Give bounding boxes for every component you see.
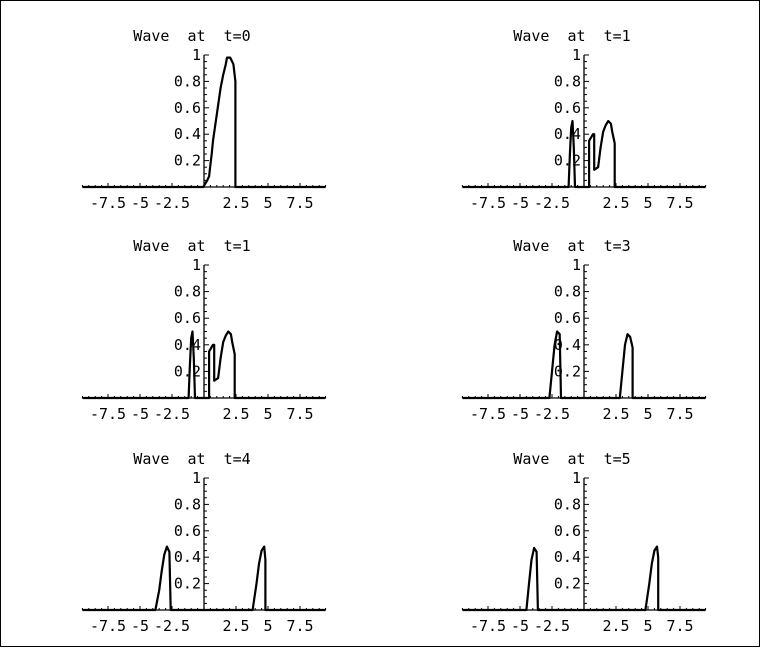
plot-title: Wave at t=1 [513, 27, 630, 45]
y-tick-label: 0.4 [554, 548, 581, 566]
y-tick-label: 0.6 [174, 522, 201, 540]
x-tick-label: 7.5 [666, 617, 693, 635]
x-tick-label: -2.5 [154, 617, 190, 635]
plot-title: Wave at t=5 [513, 450, 630, 468]
x-tick-label: 2.5 [602, 405, 629, 423]
wave-plot-5: 0.2 0.4 0.6 0.8 1 -7.5 -5 -2.5 2.5 5 7.5 Wave at t=… [461, 450, 707, 635]
x-tick-label: -2.5 [534, 405, 570, 423]
y-tick-label: 0.2 [174, 152, 201, 170]
y-tick-label: 0.6 [554, 99, 581, 117]
x-tick-label: -2.5 [534, 194, 570, 212]
y-tick-label: 0.8 [554, 72, 581, 90]
x-tick-label: 7.5 [666, 194, 693, 212]
plot-title: Wave at t=0 [133, 27, 250, 45]
x-tick-label: 2.5 [222, 194, 249, 212]
wave-plot-4: 0.2 0.4 0.6 0.8 1 -7.5 -5 -2.5 2.5 5 7.5 Wave at t=… [81, 450, 327, 635]
wave-curve [82, 330, 326, 400]
y-tick-label: 0.4 [554, 336, 581, 354]
plot-title: Wave at t=3 [513, 237, 630, 255]
y-tick-label: 0.2 [554, 152, 581, 170]
y-tick-label: 1 [572, 469, 581, 487]
x-tick-label: 2.5 [222, 617, 249, 635]
x-tick-label: 2.5 [602, 194, 629, 212]
y-tick-label: 0.8 [174, 283, 201, 301]
x-tick-label: -7.5 [470, 405, 506, 423]
x-tick-label: 5 [643, 194, 652, 212]
x-tick-label: 7.5 [286, 617, 313, 635]
x-tick-label: -5 [511, 405, 529, 423]
y-tick-label: 0.2 [174, 362, 201, 380]
x-tick-label: 5 [643, 617, 652, 635]
x-tick-label: -7.5 [470, 617, 506, 635]
wave-curve [82, 545, 326, 612]
x-tick-label: 7.5 [666, 405, 693, 423]
x-tick-label: 7.5 [286, 194, 313, 212]
y-tick-label: 1 [192, 256, 201, 274]
y-tick-label: 0.2 [554, 362, 581, 380]
x-tick-label: -5 [511, 194, 529, 212]
y-tick-label: 0.4 [174, 548, 201, 566]
x-tick-label: 5 [263, 405, 272, 423]
x-tick-label: 2.5 [602, 617, 629, 635]
wave-curve [462, 545, 706, 612]
x-tick-label: -7.5 [90, 405, 126, 423]
y-tick-label: 0.8 [554, 495, 581, 513]
x-tick-label: -5 [131, 405, 149, 423]
x-tick-label: -5 [131, 617, 149, 635]
y-tick-label: 0.6 [554, 522, 581, 540]
y-tick-label: 0.4 [174, 336, 201, 354]
y-tick-label: 1 [192, 46, 201, 64]
y-tick-label: 0.4 [554, 125, 581, 143]
x-tick-label: -2.5 [154, 405, 190, 423]
x-tick-label: 5 [263, 617, 272, 635]
wave-plot-3: 0.2 0.4 0.6 0.8 1 -7.5 -5 -2.5 2.5 5 7.5 Wave at t=… [461, 237, 707, 423]
y-tick-label: 0.2 [174, 575, 201, 593]
y-tick-label: 0.2 [554, 575, 581, 593]
x-tick-label: 5 [643, 405, 652, 423]
x-tick-label: -2.5 [534, 617, 570, 635]
y-tick-label: 0.6 [554, 309, 581, 327]
x-tick-label: 2.5 [222, 405, 249, 423]
x-tick-label: -5 [511, 617, 529, 635]
wave-curve [82, 56, 326, 189]
x-tick-label: -2.5 [154, 194, 190, 212]
x-tick-label: -5 [131, 194, 149, 212]
x-tick-label: -7.5 [90, 617, 126, 635]
y-tick-label: 0.6 [174, 309, 201, 327]
y-tick-label: 0.4 [174, 125, 201, 143]
wave-plot-2: 0.2 0.4 0.6 0.8 1 -7.5 -5 -2.5 2.5 5 7.5 Wave at t=… [81, 237, 327, 423]
y-tick-label: 0.8 [554, 283, 581, 301]
wave-curve [462, 119, 706, 189]
y-tick-label: 0.8 [174, 72, 201, 90]
wave-curve [462, 330, 706, 400]
y-tick-label: 0.6 [174, 99, 201, 117]
x-tick-label: -7.5 [470, 194, 506, 212]
y-tick-label: 1 [572, 46, 581, 64]
y-tick-label: 0.8 [174, 495, 201, 513]
wave-plot-0: 0.2 0.4 0.6 0.8 1 -7.5 -5 -2.5 2.5 5 7.5 Wave at t=… [81, 27, 327, 212]
x-tick-label: -7.5 [90, 194, 126, 212]
y-tick-label: 1 [192, 469, 201, 487]
plot-title: Wave at t=1 [133, 237, 250, 255]
x-tick-label: 5 [263, 194, 272, 212]
wave-plot-1: 0.2 0.4 0.6 0.8 1 -7.5 -5 -2.5 2.5 5 7.5 Wave at t=… [461, 27, 707, 212]
y-tick-label: 1 [572, 256, 581, 274]
plot-title: Wave at t=4 [133, 450, 250, 468]
x-tick-label: 7.5 [286, 405, 313, 423]
